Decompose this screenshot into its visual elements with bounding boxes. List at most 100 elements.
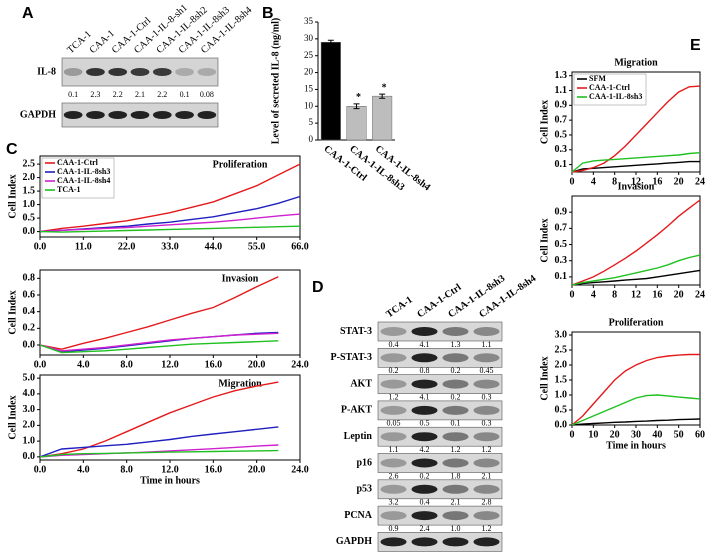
quantity: 0.08 <box>200 90 214 99</box>
y-tick-label: 0.9 <box>555 100 568 111</box>
y-tick-label: 0 <box>309 134 314 144</box>
series-line <box>39 449 279 458</box>
series-line <box>571 85 701 173</box>
quantity: 1.2 <box>451 445 461 454</box>
legend-box <box>41 157 115 199</box>
quantity: 0.05 <box>387 419 401 428</box>
x-tick-label: 4 <box>591 289 596 300</box>
error-bar <box>379 93 386 99</box>
panel-label: D <box>312 279 324 296</box>
band <box>175 68 194 76</box>
y-tick-label: 1.3 <box>555 70 568 81</box>
x-tick-label: 12.0 <box>161 464 179 475</box>
x-tick-label: 8.0 <box>120 359 133 370</box>
panel-label: C <box>6 141 18 158</box>
blot <box>377 400 503 421</box>
quantity: 0.5 <box>420 419 430 428</box>
x-tick-label: 30 <box>631 429 641 440</box>
y-tick-label: 35 <box>304 16 314 26</box>
y-tick-label: 0.7 <box>555 114 568 125</box>
y-tick-label: 1.0 <box>23 435 36 446</box>
x-tick-label: 55.0 <box>248 241 266 252</box>
quantity: 2.1 <box>482 471 492 480</box>
x-tick-label: 10 <box>588 429 598 440</box>
series-line <box>571 394 701 426</box>
bar <box>372 95 393 141</box>
band <box>473 327 500 336</box>
band <box>175 111 194 119</box>
bar <box>320 41 341 141</box>
quantity: 0.4 <box>420 498 430 507</box>
error-bar <box>327 39 334 45</box>
panel-label: E <box>690 37 701 54</box>
series-line <box>571 199 701 286</box>
quantity: 2.2 <box>113 90 123 99</box>
band <box>411 327 438 336</box>
y-tick-label: 4.0 <box>23 388 36 399</box>
y-tick-label: 2.5 <box>23 158 36 169</box>
legend-label: CAA-1-Ctrl <box>589 83 631 92</box>
quantity: 0.2 <box>451 392 461 401</box>
series-line <box>571 353 700 426</box>
band <box>63 111 83 119</box>
band <box>130 111 150 119</box>
x-tick-label: 20 <box>674 289 684 300</box>
y-tick-label: 1.1 <box>555 85 568 96</box>
annotation: * <box>382 82 387 93</box>
y-tick-label: 0.6 <box>23 289 36 300</box>
band <box>197 68 217 76</box>
y-tick-label: 0.2 <box>23 323 36 334</box>
quantity: 1.2 <box>389 392 399 401</box>
blot <box>377 532 503 552</box>
legend-label: TCA-1 <box>57 185 81 194</box>
series-line <box>39 381 279 458</box>
y-tick-label: 0.7 <box>555 223 568 234</box>
y-tick-label: 3.0 <box>555 329 568 340</box>
quantity: 0.1 <box>451 419 461 428</box>
band <box>442 327 469 336</box>
quantity: 1.2 <box>482 524 492 533</box>
x-tick-label: 24 <box>695 289 705 300</box>
band <box>380 379 407 389</box>
row-label: P-STAT-3 <box>331 352 373 363</box>
x-tick-label: 8 <box>612 176 617 187</box>
y-axis-label: Cell Index <box>539 218 550 262</box>
y-tick-label: 1.0 <box>555 389 568 400</box>
y-tick-label: 15 <box>304 83 314 93</box>
plot-frame <box>571 331 701 426</box>
plot-frame <box>39 269 301 356</box>
x-tick-label: 20.0 <box>248 464 266 475</box>
quantity: 2.4 <box>420 524 430 533</box>
y-tick-label: 10 <box>304 100 314 110</box>
y-tick-label: 0.3 <box>555 255 568 266</box>
quantity: 1.1 <box>389 445 399 454</box>
band <box>411 511 438 521</box>
x-tick-label: 16.0 <box>205 359 223 370</box>
band <box>411 405 438 415</box>
y-axis-label: Cell Index <box>7 290 18 334</box>
y-tick-label: 2.0 <box>23 172 36 183</box>
band <box>411 432 438 442</box>
panel-label: A <box>22 5 34 22</box>
y-axis-label: Cell Index <box>539 100 550 144</box>
y-tick-label: 25 <box>304 50 314 60</box>
x-tick-label: 44.0 <box>205 241 223 252</box>
quantity: 2.1 <box>135 90 145 99</box>
row-label: P-AKT <box>341 405 372 416</box>
quantity: 2.6 <box>389 471 399 480</box>
row-label: AKT <box>350 378 372 389</box>
band <box>411 379 438 389</box>
blot <box>377 347 503 368</box>
x-tick-label: 12 <box>631 176 641 187</box>
x-tick-label: 8.0 <box>120 464 133 475</box>
x-tick-label: 20 <box>674 176 684 187</box>
x-tick-label: 11.0 <box>75 241 92 252</box>
y-tick-label: 20 <box>304 67 314 77</box>
x-tick-label: 24.0 <box>291 359 309 370</box>
legend-label: CAA-1-IL-8sh4 <box>57 176 110 185</box>
band <box>130 68 150 76</box>
chart-title: Migration <box>614 57 658 68</box>
y-tick-label: 5 <box>309 117 314 127</box>
band <box>473 353 500 363</box>
